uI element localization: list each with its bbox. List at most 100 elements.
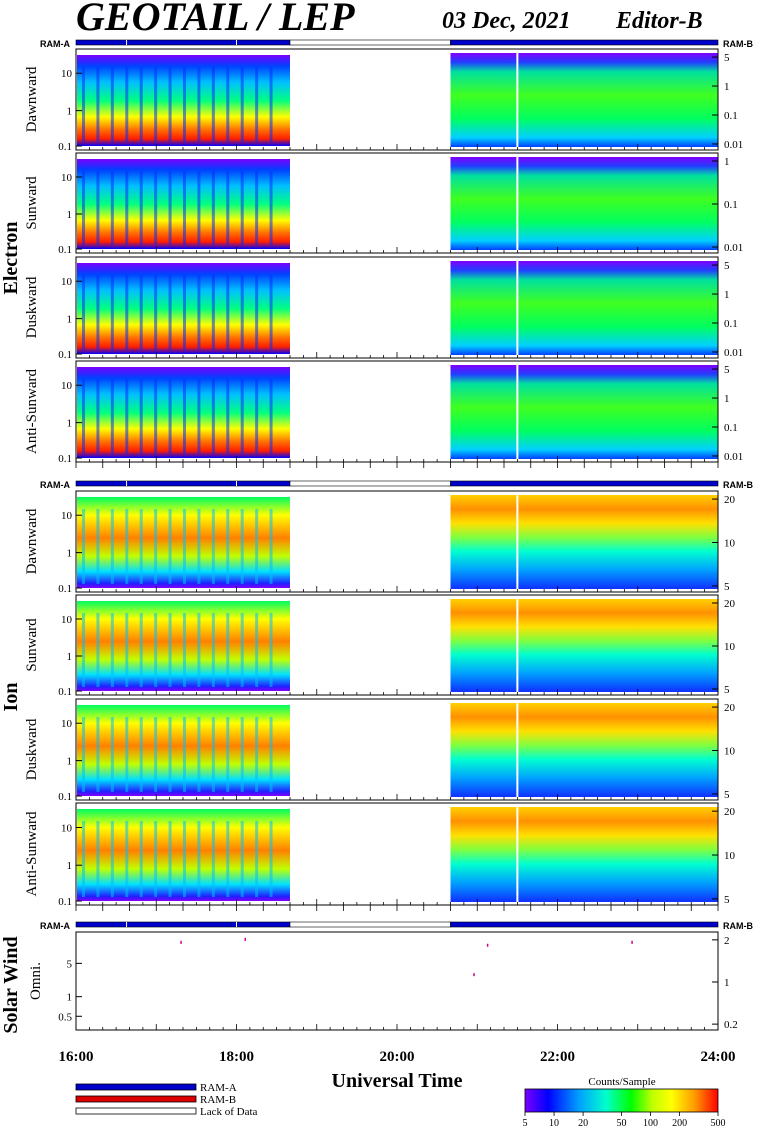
panel-label: Sunward bbox=[24, 618, 40, 672]
solar-wind-sample bbox=[486, 943, 489, 947]
spectrogram-streak bbox=[168, 275, 172, 350]
spectrogram-streak bbox=[197, 509, 201, 584]
spectrogram-streak bbox=[96, 171, 100, 245]
spectrogram-streak bbox=[154, 275, 158, 350]
spectrogram-streak bbox=[82, 613, 85, 687]
panel-ion-dawnward: Dawnward 10 1 0.1 20 10 5 bbox=[24, 490, 736, 595]
right-tick-label: 0.01 bbox=[724, 451, 743, 463]
spectrogram-streak bbox=[197, 275, 201, 350]
colorbar-gradient bbox=[524, 1088, 719, 1113]
figure-date: 03 Dec, 2021 bbox=[442, 8, 571, 34]
colorbar-tick-label: 200 bbox=[672, 1118, 687, 1128]
spectrogram-streak bbox=[183, 717, 186, 792]
x-axis: 16:00 18:00 20:00 22:00 24:00 bbox=[59, 462, 736, 1065]
right-tick-label: 0.2 bbox=[724, 1019, 738, 1031]
mode-bar-segment bbox=[289, 480, 451, 487]
spectrogram-streak bbox=[110, 275, 114, 350]
spectrogram-streak bbox=[110, 613, 114, 687]
spectrogram-streak bbox=[96, 379, 100, 454]
spectrogram-streak bbox=[110, 67, 114, 142]
mode-bar-segment bbox=[450, 39, 719, 46]
spectrogram-streak bbox=[269, 613, 273, 687]
spectrogram-segment-after-gap bbox=[450, 807, 718, 902]
right-tick-label: 5 bbox=[724, 52, 730, 64]
spectrogram-streak bbox=[197, 613, 201, 687]
left-tick-label: 1 bbox=[67, 548, 73, 560]
x-axis-label: Universal Time bbox=[332, 1070, 463, 1092]
spectrogram-streak bbox=[226, 717, 230, 792]
colorbar-tick-label: 10 bbox=[549, 1118, 559, 1128]
left-tick-label: 10 bbox=[61, 172, 73, 184]
colorbar-title: Counts/Sample bbox=[588, 1076, 655, 1088]
right-tick-label: 5 bbox=[724, 581, 730, 593]
spectrogram-streak bbox=[96, 509, 100, 584]
left-tick-label: 1 bbox=[67, 860, 73, 872]
left-tick-label: 0.1 bbox=[58, 583, 72, 595]
right-tick-label: 20 bbox=[724, 702, 736, 714]
mode-bar-segment bbox=[289, 921, 451, 928]
right-tick-label: 1 bbox=[724, 289, 730, 301]
spectrogram-streak bbox=[125, 171, 129, 245]
right-tick-label: 20 bbox=[724, 806, 736, 818]
spectrogram-streak bbox=[226, 509, 230, 584]
left-tick-label: 0.1 bbox=[58, 896, 72, 908]
x-tick-label: 18:00 bbox=[219, 1049, 254, 1065]
spectrogram-segment-after-gap bbox=[450, 495, 718, 589]
spectrogram-segment-after-gap bbox=[450, 157, 718, 250]
spectrogram-streak bbox=[96, 275, 100, 350]
spectrogram-streak bbox=[197, 379, 201, 454]
spectrogram-streak bbox=[211, 613, 215, 687]
spectrogram-streak bbox=[154, 379, 158, 454]
spectrogram-streak bbox=[269, 171, 273, 245]
spectrogram-streak bbox=[168, 67, 172, 142]
mode-bar-label-left: RAM-A bbox=[40, 921, 70, 931]
spectrogram-streak bbox=[82, 509, 85, 584]
spectrogram-streak bbox=[255, 67, 259, 142]
right-tick-label: 5 bbox=[724, 789, 730, 801]
spectrogram-streak bbox=[240, 717, 244, 792]
right-tick-label: 0.01 bbox=[724, 242, 743, 254]
spectrogram-streak bbox=[240, 275, 244, 350]
right-tick-label: 10 bbox=[724, 850, 736, 862]
panel-label: Dawnward bbox=[24, 66, 40, 132]
spectrogram-streak bbox=[197, 717, 201, 792]
spectrogram-streak bbox=[211, 821, 215, 897]
spectrogram-segment-after-gap bbox=[450, 365, 718, 459]
spectrogram-streak bbox=[183, 275, 186, 350]
mode-bar-segment bbox=[450, 480, 719, 487]
spectrogram-streak bbox=[211, 275, 215, 350]
spectrogram-streak bbox=[255, 717, 259, 792]
mode-bar-label-left: RAM-A bbox=[40, 480, 70, 490]
spectrogram-segment-after-gap bbox=[450, 599, 718, 692]
panel-solar-wind-omni-: Omni. 5 1 0.5 2 1 0.2 bbox=[28, 931, 738, 1031]
spectrogram-streak bbox=[269, 67, 273, 142]
spectrogram-streak bbox=[168, 717, 172, 792]
right-tick-label: 5 bbox=[724, 260, 730, 272]
spectrogram-streak bbox=[82, 67, 85, 142]
spectrogram-streak bbox=[96, 717, 100, 792]
left-tick-label: 0.1 bbox=[58, 244, 72, 256]
spectrogram-streak bbox=[240, 171, 244, 245]
spectrogram-segment-after-gap bbox=[450, 261, 718, 355]
spectrogram-streak bbox=[240, 613, 244, 687]
spectrogram-streak bbox=[211, 67, 215, 142]
solar-wind-sample bbox=[244, 937, 247, 941]
right-tick-label: 0.1 bbox=[724, 422, 738, 434]
x-tick-label: 24:00 bbox=[701, 1049, 736, 1065]
x-tick-label: 20:00 bbox=[380, 1049, 415, 1065]
spectrogram-streak bbox=[139, 509, 143, 584]
colorbar-tick-label: 20 bbox=[578, 1118, 588, 1128]
group-label-ion: Ion bbox=[0, 683, 22, 712]
mode-bar-label-right: RAM-B bbox=[723, 480, 753, 490]
legend-swatch-ram-a bbox=[75, 1083, 197, 1091]
right-tick-label: 0.01 bbox=[724, 347, 743, 359]
left-tick-label: 5 bbox=[67, 958, 73, 970]
right-tick-label: 20 bbox=[724, 494, 736, 506]
spectrogram-streak bbox=[255, 509, 259, 584]
colorbar-tick-label: 100 bbox=[643, 1118, 658, 1128]
right-tick-label: 5 bbox=[724, 684, 730, 696]
spectrogram-streak bbox=[96, 821, 100, 897]
spectrogram-streak bbox=[240, 379, 244, 454]
panel-label: Anti-Sunward bbox=[24, 369, 40, 454]
